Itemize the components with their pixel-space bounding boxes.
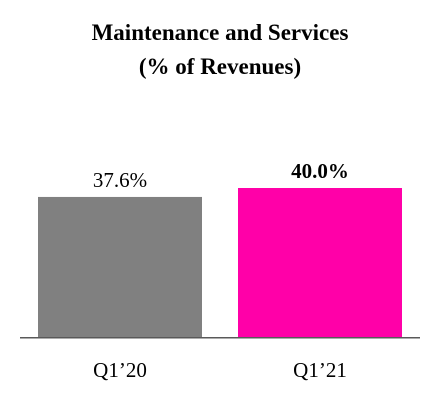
category-labels-group: Q1’20 Q1’21 [93,358,347,382]
data-label-2: 40.0% [291,159,349,183]
value-labels-group: 37.6% 40.0% [93,159,349,192]
bar-1 [38,196,202,337]
chart-title: Maintenance and Services (% of Revenues) [92,20,349,79]
bars-group [38,188,402,337]
data-label-1: 37.6% [93,168,147,192]
bar-2 [238,188,402,337]
chart-title-line-1: Maintenance and Services [92,20,349,45]
chart-title-line-2: (% of Revenues) [139,54,301,79]
x-tick-label-2: Q1’21 [293,358,347,382]
x-tick-label-1: Q1’20 [93,358,147,382]
